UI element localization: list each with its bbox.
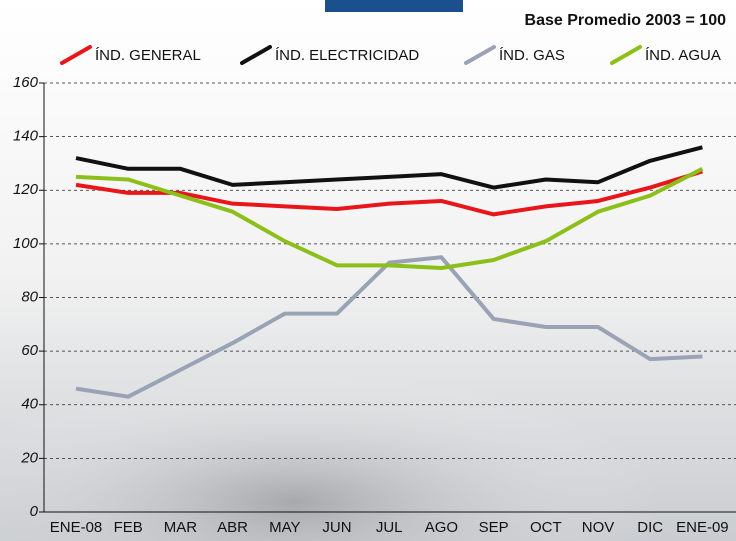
y-tick-label: 160 [13, 74, 39, 91]
x-tick-label: AGO [425, 519, 458, 536]
y-tick-label: 40 [21, 396, 38, 413]
chart: Base Promedio 2003 = 100 0 20 40 60 80 100 120… [0, 0, 736, 541]
legend-label: ÍND. ELECTRICIDAD [275, 47, 419, 64]
header-bar [325, 0, 463, 12]
y-tick-label: 20 [20, 449, 38, 466]
y-tick-label: 120 [13, 181, 39, 198]
x-tick-label: MAY [269, 519, 300, 536]
x-tick-label: JUL [376, 519, 403, 536]
x-tick-label: ABR [217, 519, 248, 536]
x-tick-label: ENE-09 [676, 519, 729, 536]
y-tick-label: 80 [21, 288, 38, 305]
x-tick-label: OCT [530, 519, 562, 536]
y-tick-label: 100 [13, 235, 39, 252]
x-tick-label: ENE-08 [50, 519, 103, 536]
y-tick-label: 140 [13, 128, 39, 145]
background-image [0, 280, 736, 541]
x-tick-label: SEP [479, 519, 509, 536]
y-tick-label: 0 [30, 503, 39, 520]
x-tick-label: NOV [582, 519, 615, 536]
y-tick-label: 60 [21, 342, 38, 359]
x-tick-label: DIC [637, 519, 663, 536]
legend-label: ÍND. AGUA [645, 47, 721, 64]
subtitle: Base Promedio 2003 = 100 [525, 12, 727, 29]
x-tick-label: JUN [322, 519, 351, 536]
x-tick-label: FEB [114, 519, 143, 536]
x-tick-label: MAR [164, 519, 198, 536]
legend-label: ÍND. GENERAL [95, 47, 201, 64]
legend-label: ÍND. GAS [499, 47, 565, 64]
